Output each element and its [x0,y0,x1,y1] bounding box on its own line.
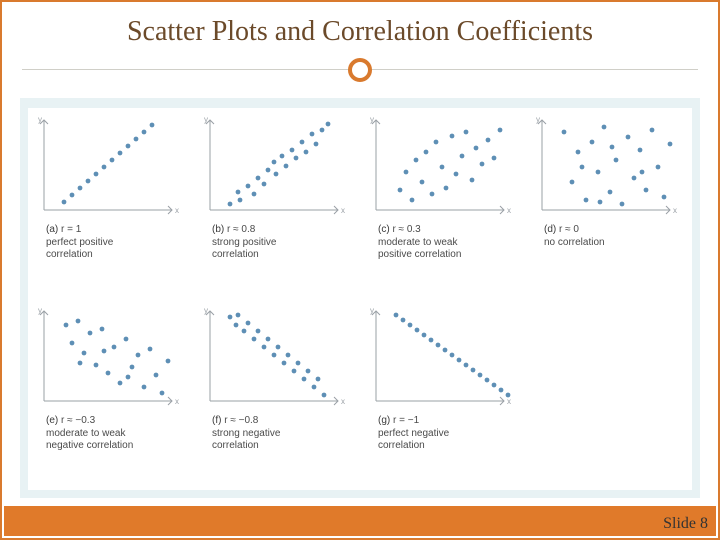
content-area: x y (a) r = 1 perfect positivecorrelatio… [20,98,700,498]
svg-text:y: y [536,115,540,124]
plot-caption-f: (f) r ≈ −0.8 strong negativecorrelation [198,413,356,453]
scatter-plot-e: x y [32,303,182,413]
svg-text:y: y [204,115,208,124]
plots-panel: x y (a) r = 1 perfect positivecorrelatio… [28,108,692,490]
slide-frame: Scatter Plots and Correlation Coefficien… [0,0,720,540]
plot-caption-a: (a) r = 1 perfect positivecorrelation [32,222,190,262]
svg-text:y: y [38,115,42,124]
scatter-plot-g: x y [364,303,514,413]
page-title: Scatter Plots and Correlation Coefficien… [2,2,718,58]
svg-text:y: y [38,306,42,315]
plot-cell: x y (a) r = 1 perfect positivecorrelatio… [28,108,194,299]
plot-caption-e: (e) r ≈ −0.3 moderate to weaknegative co… [32,413,190,453]
plot-cell: x y (d) r ≈ 0 no correlation [526,108,692,299]
plot-cell: x y (g) r = −1 perfect negativecorrelati… [360,299,526,490]
svg-text:y: y [370,306,374,315]
svg-text:y: y [204,306,208,315]
svg-text:x: x [507,206,511,215]
plot-grid: x y (a) r = 1 perfect positivecorrelatio… [28,108,692,490]
plot-cell: x y (f) r ≈ −0.8 strong negativecorrelat… [194,299,360,490]
slide-number: Slide 8 [663,515,708,533]
scatter-plot-f: x y [198,303,348,413]
scatter-plot-b: x y [198,112,348,222]
plot-caption-b: (b) r ≈ 0.8 strong positivecorrelation [198,222,356,262]
svg-text:x: x [175,397,179,406]
svg-text:x: x [175,206,179,215]
footer-bar [4,506,716,536]
svg-text:y: y [370,115,374,124]
plot-cell: x y (b) r ≈ 0.8 strong positivecorrelati… [194,108,360,299]
scatter-plot-d: x y [530,112,680,222]
plot-cell: x y (c) r ≈ 0.3 moderate to weakpositive… [360,108,526,299]
svg-text:x: x [341,397,345,406]
plot-cell: x y (e) r ≈ −0.3 moderate to weaknegativ… [28,299,194,490]
svg-text:x: x [673,206,677,215]
svg-text:x: x [507,397,511,406]
svg-text:x: x [341,206,345,215]
plot-caption-d: (d) r ≈ 0 no correlation [530,222,688,249]
title-divider [2,58,718,82]
scatter-plot-a: x y [32,112,182,222]
divider-circle-icon [348,58,372,82]
plot-cell [526,299,692,490]
scatter-plot-c: x y [364,112,514,222]
plot-caption-g: (g) r = −1 perfect negativecorrelation [364,413,522,453]
plot-caption-c: (c) r ≈ 0.3 moderate to weakpositive cor… [364,222,522,262]
